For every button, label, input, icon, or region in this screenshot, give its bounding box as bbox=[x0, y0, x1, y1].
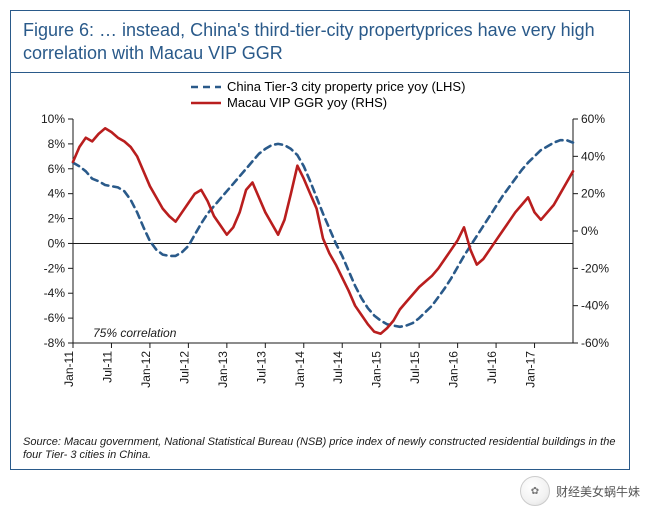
svg-text:8%: 8% bbox=[48, 137, 66, 151]
svg-text:6%: 6% bbox=[48, 162, 66, 176]
legend-series-a: China Tier-3 city property price yoy (LH… bbox=[227, 79, 465, 94]
svg-text:0%: 0% bbox=[581, 224, 599, 238]
svg-text:Jan-11: Jan-11 bbox=[62, 351, 76, 387]
svg-text:-6%: -6% bbox=[44, 311, 66, 325]
svg-text:0%: 0% bbox=[48, 236, 66, 250]
svg-text:60%: 60% bbox=[581, 112, 605, 126]
svg-text:-2%: -2% bbox=[44, 261, 66, 275]
svg-text:-8%: -8% bbox=[44, 336, 66, 350]
series-macau-line bbox=[73, 128, 573, 333]
svg-text:20%: 20% bbox=[581, 187, 605, 201]
legend-series-b: Macau VIP GGR yoy (RHS) bbox=[227, 95, 387, 110]
svg-text:Jul-15: Jul-15 bbox=[408, 351, 422, 384]
svg-text:Jul-16: Jul-16 bbox=[485, 351, 499, 384]
svg-text:-20%: -20% bbox=[581, 261, 609, 275]
figure-source: Source: Macau government, National Stati… bbox=[23, 436, 617, 464]
svg-text:Jan-12: Jan-12 bbox=[139, 351, 153, 388]
svg-text:4%: 4% bbox=[48, 187, 66, 201]
chart-area: 10% 8% 6% 4% 2% 0% -2% -4% -6% -8% 60% 40% 20% 0% -20%… bbox=[11, 73, 629, 413]
svg-text:Jul-11: Jul-11 bbox=[100, 351, 114, 383]
chart-svg: 10% 8% 6% 4% 2% 0% -2% -4% -6% -8% 60% 40% 20% 0% -20%… bbox=[11, 73, 631, 413]
watermark: ✿ 财经美女蜗牛妹 bbox=[520, 476, 640, 506]
svg-text:Jul-13: Jul-13 bbox=[254, 351, 268, 384]
svg-text:Jul-12: Jul-12 bbox=[177, 351, 191, 384]
svg-text:Jan-16: Jan-16 bbox=[447, 351, 461, 388]
svg-text:-60%: -60% bbox=[581, 336, 609, 350]
svg-text:Jan-13: Jan-13 bbox=[216, 351, 230, 388]
correlation-note: 75% correlation bbox=[93, 326, 177, 340]
svg-text:40%: 40% bbox=[581, 149, 605, 163]
svg-text:2%: 2% bbox=[48, 212, 66, 226]
svg-text:-40%: -40% bbox=[581, 299, 609, 313]
figure-title-box: Figure 6: … instead, China's third-tier-… bbox=[11, 11, 629, 73]
svg-text:Jan-17: Jan-17 bbox=[524, 351, 538, 388]
watermark-glyph: ✿ bbox=[531, 486, 539, 497]
svg-text:Jan-14: Jan-14 bbox=[293, 351, 307, 388]
svg-text:Jan-15: Jan-15 bbox=[370, 351, 384, 388]
figure-title: Figure 6: … instead, China's third-tier-… bbox=[23, 19, 617, 64]
figure-card: Figure 6: … instead, China's third-tier-… bbox=[10, 10, 630, 470]
svg-text:10%: 10% bbox=[41, 112, 65, 126]
svg-text:Jul-14: Jul-14 bbox=[331, 351, 345, 384]
watermark-icon: ✿ bbox=[520, 476, 550, 506]
watermark-text: 财经美女蜗牛妹 bbox=[556, 483, 640, 500]
svg-text:-4%: -4% bbox=[44, 286, 66, 300]
